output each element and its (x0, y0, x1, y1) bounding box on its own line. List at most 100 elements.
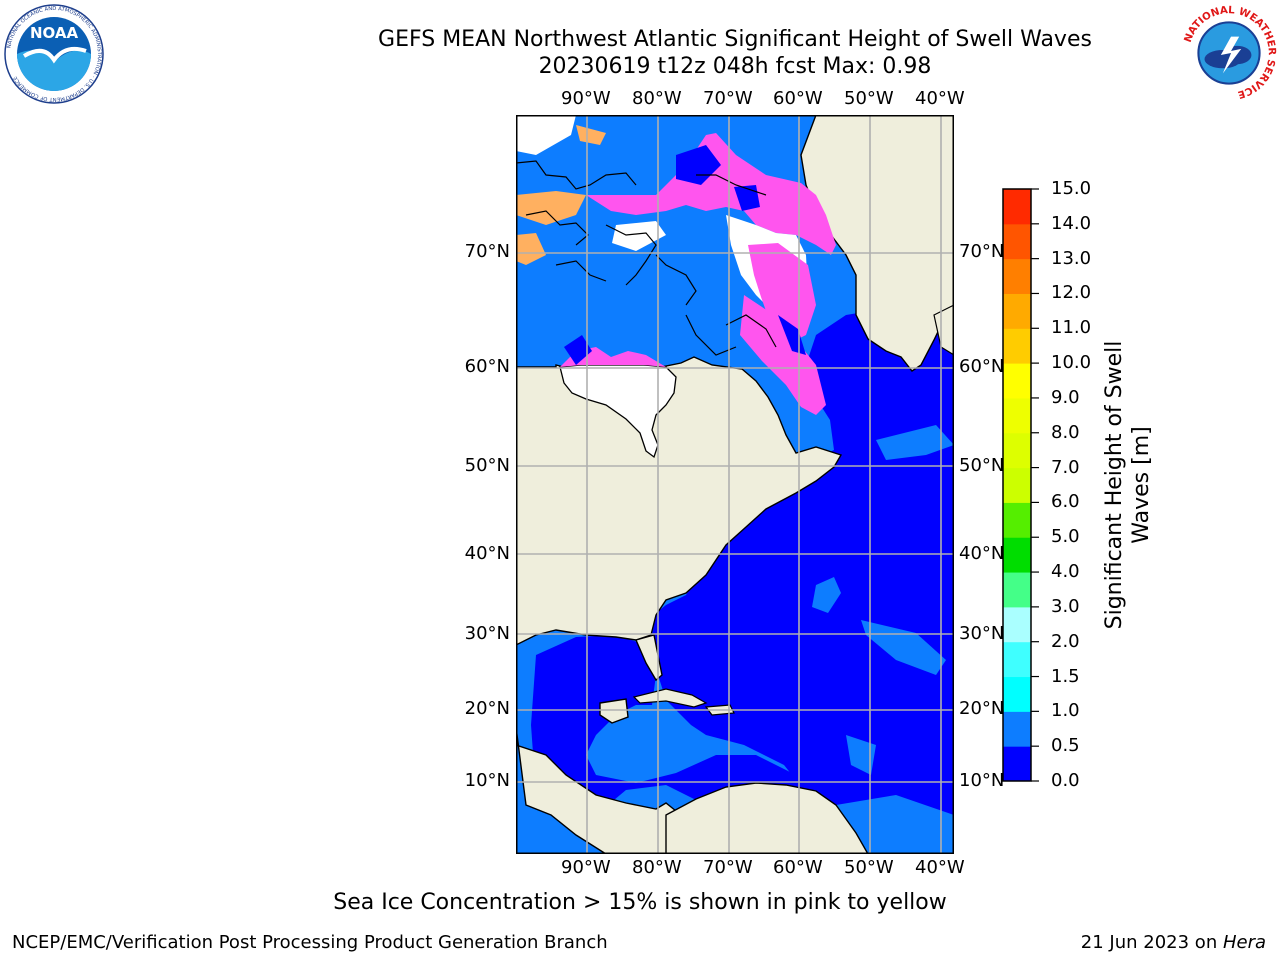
lat-label-right-40n: 40°N (959, 543, 1005, 564)
swell-patch-5 (836, 795, 954, 854)
colorbar-tick-label: 4.0 (1051, 561, 1080, 583)
colorbar-tick-label: 5.0 (1051, 526, 1080, 548)
lon-label-bottom-80w: 80°W (632, 857, 682, 878)
lat-label-left-50n: 50°N (464, 455, 510, 476)
land-florida (635, 634, 663, 682)
footer-host: Hera (1222, 932, 1266, 953)
colorbar-tick-label: 12.0 (1051, 282, 1092, 304)
lon-label-bottom-40w: 40°W (915, 857, 965, 878)
colorbar-segment (1003, 641, 1031, 678)
colorbar-tick-label: 13.0 (1051, 247, 1092, 269)
swell-patch-1 (812, 577, 841, 613)
land-south-america (665, 782, 869, 854)
hudson-bay-blue-patch (564, 335, 592, 365)
lon-label-bottom-50w: 50°W (844, 857, 894, 878)
lon-label-top-90w: 90°W (561, 88, 611, 109)
colorbar-segment (1003, 502, 1031, 538)
lat-label-right-30n: 30°N (959, 623, 1005, 644)
labrador-ice-fringe (740, 295, 826, 415)
land-mexico-central-america (516, 726, 677, 854)
colorbar-segment (1003, 223, 1031, 260)
colorbar-segment (1003, 676, 1031, 712)
lon-label-top-70w: 70°W (703, 88, 753, 109)
lat-label-right-50n: 50°N (959, 455, 1005, 476)
colorbar-title-line-2: Waves [m] (1129, 426, 1154, 544)
lat-label-right-10n: 10°N (959, 770, 1005, 791)
colorbar-tick-label: 6.0 (1051, 491, 1080, 513)
arctic-white-2 (612, 221, 666, 251)
lat-label-right-70n: 70°N (959, 241, 1005, 262)
hudson-bay (559, 364, 677, 459)
lat-label-left-30n: 30°N (464, 623, 510, 644)
swell-patch-4 (846, 735, 876, 775)
colorbar-tick-label: 9.0 (1051, 386, 1080, 408)
footer-date-text: 21 Jun 2023 on (1080, 932, 1223, 953)
map-frame (516, 115, 954, 854)
lon-label-top-40w: 40°W (915, 88, 965, 109)
colorbar-segment (1003, 328, 1031, 364)
colorbar-segment (1003, 572, 1031, 608)
colorbar-segment (1003, 258, 1031, 294)
map-panel (516, 115, 954, 854)
lon-label-bottom-60w: 60°W (773, 857, 823, 878)
lon-label-bottom-70w: 70°W (703, 857, 753, 878)
caribbean-low-swell-area (531, 635, 816, 815)
nws-logo: NATIONAL WEATHER SERVICE (1180, 4, 1278, 102)
lat-label-right-60n: 60°N (959, 356, 1005, 377)
arctic-blue-pool-2 (734, 185, 760, 211)
lon-label-top-50w: 50°W (844, 88, 894, 109)
colorbar-frame (1002, 188, 1032, 782)
colorbar-tick-label: 11.0 (1051, 317, 1092, 339)
lat-label-left-70n: 70°N (464, 241, 510, 262)
sea-ice-note: Sea Ice Concentration > 15% is shown in … (333, 890, 947, 915)
colorbar-segment (1003, 537, 1031, 573)
colorbar-tick-label: 2.0 (1051, 630, 1080, 652)
arctic-ice-band (586, 133, 836, 255)
colorbar-tick-label: 15.0 (1051, 178, 1092, 199)
title-line-1: GEFS MEAN Northwest Atlantic Significant… (378, 27, 1092, 52)
colorbar-segment (1003, 746, 1031, 782)
colorbar-segment (1003, 711, 1031, 747)
colorbar-segment (1003, 189, 1031, 225)
colorbar-title-line-1: Significant Height of Swell (1102, 340, 1127, 630)
arctic-orange-fringe-3 (576, 125, 606, 145)
arctic-white-1 (516, 115, 576, 155)
lon-label-bottom-90w: 90°W (561, 857, 611, 878)
arctic-orange-fringe-1 (516, 191, 586, 225)
footer-credit: NCEP/EMC/Verification Post Processing Pr… (12, 932, 608, 953)
colorbar-tick-label: 10.0 (1051, 352, 1092, 374)
lat-label-left-10n: 10°N (464, 770, 510, 791)
swell-patch-3 (876, 425, 954, 460)
land-yucatan (599, 698, 629, 724)
lat-label-left-40n: 40°N (464, 543, 510, 564)
colorbar-tick-label: 1.5 (1051, 665, 1080, 687)
colorbar-segment (1003, 293, 1031, 329)
colorbar-tick-label: 14.0 (1051, 212, 1092, 234)
lat-label-left-20n: 20°N (464, 698, 510, 719)
colorbar-tick-label: 3.0 (1051, 595, 1080, 617)
arctic-coastlines (516, 160, 777, 356)
title-line-2: 20230619 t12z 048h fcst Max: 0.98 (538, 54, 932, 79)
colorbar-segment (1003, 397, 1031, 434)
colorbar-tick-label: 8.0 (1051, 421, 1080, 443)
land-iceland-edge (933, 304, 954, 356)
colorbar-segment (1003, 467, 1031, 503)
colorbar-tick-label: 0.5 (1051, 735, 1080, 757)
lon-label-top-60w: 60°W (773, 88, 823, 109)
colorbar-tick-label: 7.0 (1051, 456, 1080, 478)
arctic-orange-fringe-2 (516, 233, 546, 265)
map-title: GEFS MEAN Northwest Atlantic Significant… (0, 26, 1280, 80)
noaa-wordmark: NOAA (30, 24, 79, 42)
colorbar-segment (1003, 606, 1031, 643)
graticule (516, 115, 954, 854)
colorbar (1002, 188, 1039, 782)
colorbar-segment (1003, 363, 1031, 399)
noaa-logo: NOAA NATIONAL OCEANIC AND ATMOSPHERIC AD… (4, 4, 104, 104)
footer-date: 21 Jun 2023 on Hera (1081, 932, 1266, 953)
colorbar-tick-label: 0.0 (1051, 770, 1080, 791)
land-cuba (632, 688, 708, 708)
lat-label-left-60n: 60°N (464, 356, 510, 377)
lat-label-right-20n: 20°N (959, 698, 1005, 719)
lon-label-top-80w: 80°W (632, 88, 682, 109)
colorbar-tick-label: 1.0 (1051, 700, 1080, 722)
